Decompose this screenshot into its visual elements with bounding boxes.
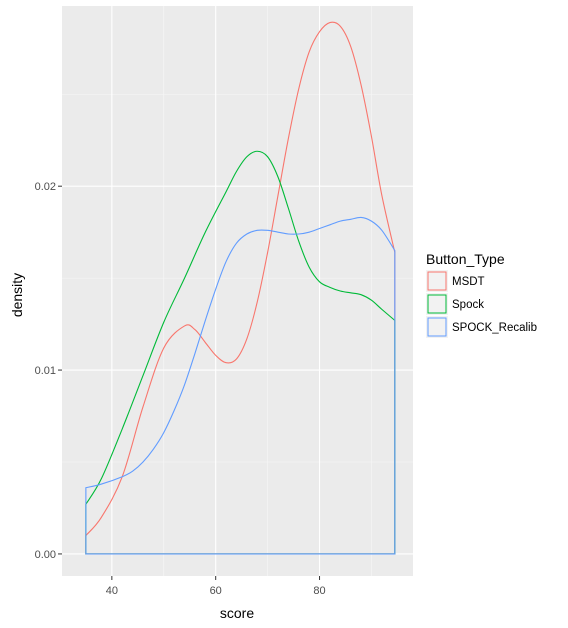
y-axis-ticks: 0.00 0.01 0.02 <box>35 181 62 561</box>
density-curve-spock-recalib <box>85 216 396 555</box>
panel-background <box>62 6 413 576</box>
legend-key-background <box>426 316 448 338</box>
legend-title: Button_Type <box>426 251 505 267</box>
y-tick-label: 0.00 <box>35 549 56 561</box>
y-tick-label: 0.01 <box>35 365 56 377</box>
density-curve-spock <box>85 150 396 555</box>
density-curve-msdt <box>85 21 396 555</box>
x-tick-label: 80 <box>313 585 325 597</box>
x-axis-ticks: 40 60 80 <box>106 576 326 597</box>
legend-key-spock <box>427 294 447 314</box>
legend-key-background <box>426 270 448 292</box>
grid-minor <box>62 6 413 576</box>
legend-key-spock-recalib <box>427 317 447 337</box>
y-tick-label: 0.02 <box>35 181 56 193</box>
x-axis-title: score <box>220 605 254 621</box>
x-tick-label: 60 <box>210 585 222 597</box>
legend-label-spock-recalib: SPOCK_Recalib <box>452 322 537 334</box>
series-layer <box>85 21 396 555</box>
legend-key-background <box>426 293 448 315</box>
y-axis-title: density <box>9 273 25 317</box>
legend: Button_Type MSDT Spock SPOCK_Recalib <box>426 251 537 338</box>
legend-key-msdt <box>427 271 447 291</box>
x-tick-label: 40 <box>106 585 118 597</box>
legend-label-msdt: MSDT <box>452 276 485 288</box>
legend-label-spock: Spock <box>452 299 484 311</box>
